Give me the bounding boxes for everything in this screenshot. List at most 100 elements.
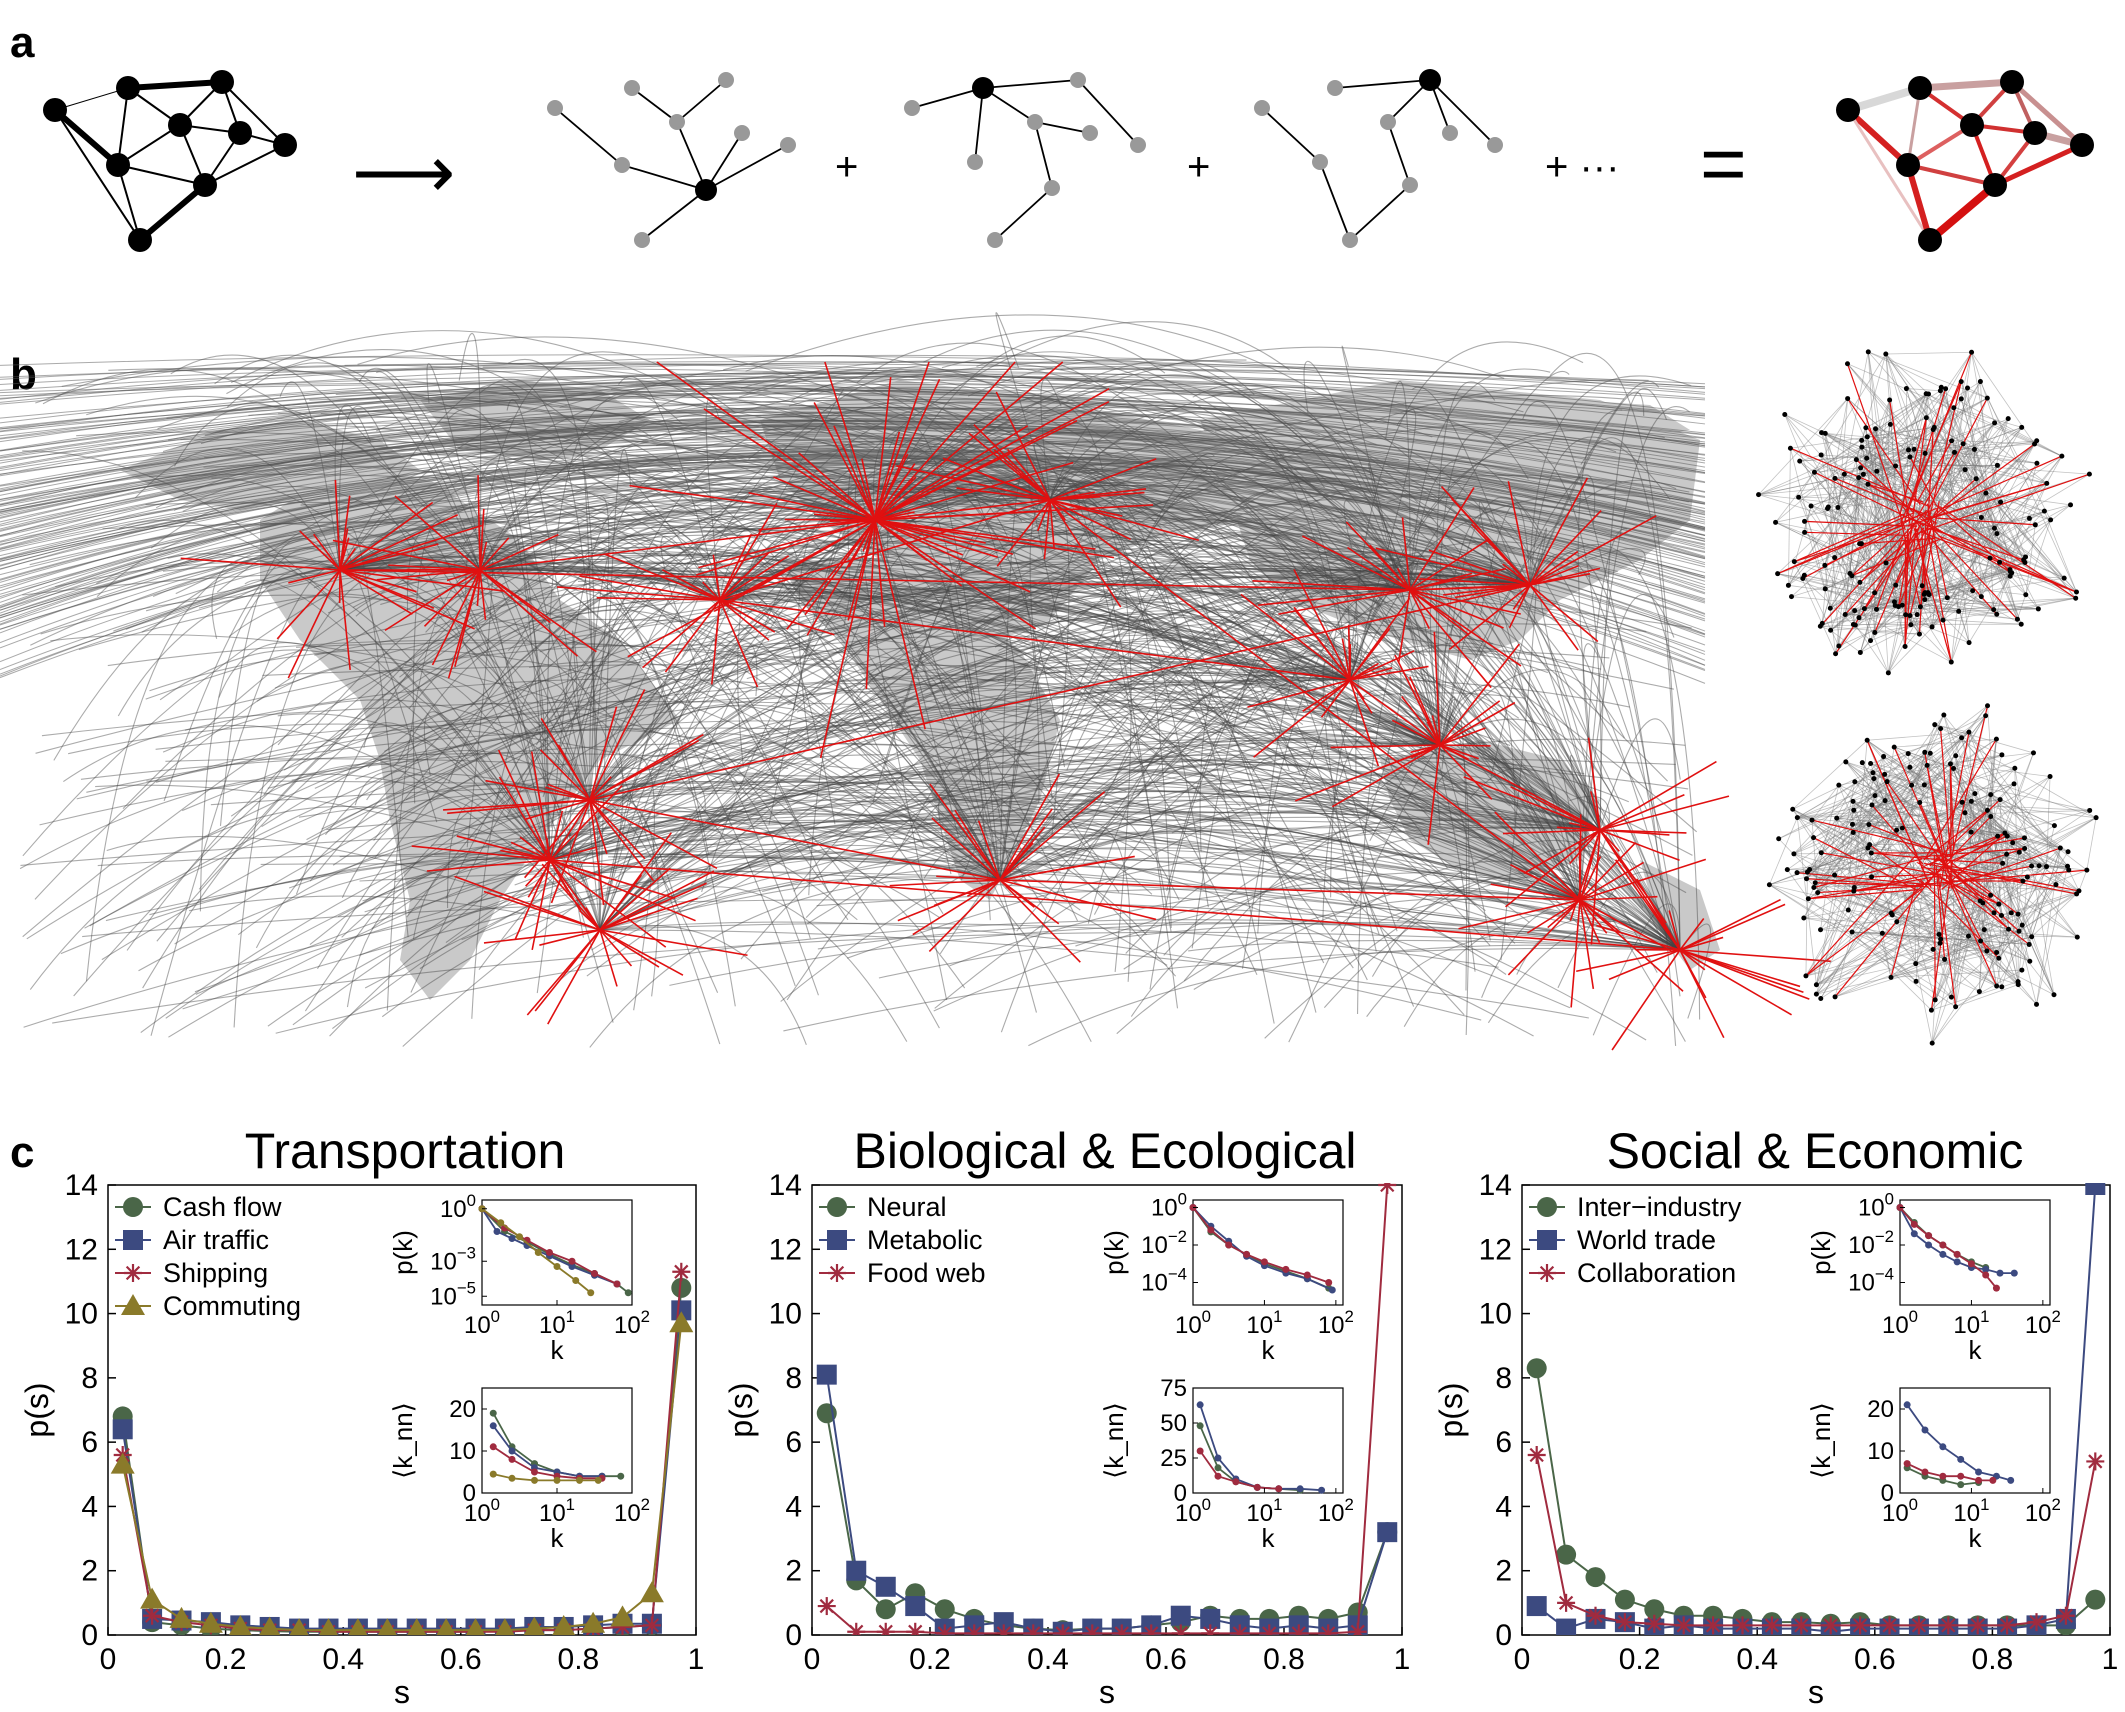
star-node [1818, 996, 1824, 1002]
star-edge-gray [1793, 752, 2034, 855]
star-edge-gray [1852, 800, 2008, 837]
map-edge-gray [941, 639, 1351, 708]
star-edge-gray [1858, 422, 1995, 618]
star-edge-gray [1758, 417, 1927, 495]
star-edge-gray [1827, 469, 1966, 509]
map-edge-arc [0, 368, 1706, 419]
y-tick-label: 14 [769, 1169, 802, 1202]
map-edge-gray [125, 505, 876, 630]
star-edge-red [1936, 870, 1957, 1007]
y-tick-label: 4 [785, 1490, 802, 1523]
inset-x-label: k [1969, 1335, 1983, 1365]
backbone-edge [525, 799, 591, 820]
star-edge-gray [1830, 483, 2047, 609]
star-node [1917, 604, 1923, 610]
tree-edge [1077, 79, 1139, 146]
star-edge-gray [1861, 762, 1981, 942]
backbone-edge [1439, 744, 1493, 800]
star-node [2022, 845, 2028, 851]
star-edge-gray [1837, 474, 1845, 508]
backbone-edge [456, 835, 551, 861]
map-edge-gray [321, 576, 1411, 830]
data-point-star [1112, 1624, 1131, 1635]
star-edge-red [1945, 873, 1998, 987]
map-edge-gray [1049, 497, 1317, 1013]
backbone-edge [1006, 448, 1051, 501]
star-node [1962, 467, 1968, 473]
map-edge-gray [261, 553, 1531, 828]
map-edge-gray [589, 704, 975, 801]
backbone-edge [549, 859, 667, 948]
map-edge-gray [292, 583, 1531, 1026]
backbone-edge [579, 575, 721, 601]
star-node [1937, 388, 1943, 394]
star-edge-gray [1836, 817, 2000, 959]
star-stroke [1000, 1626, 1011, 1635]
star-edge-gray [1784, 414, 1948, 598]
star-node [2012, 765, 2018, 771]
star-node [1868, 850, 1874, 856]
star-edge-gray [1890, 963, 1916, 978]
map-edge-gray [762, 830, 1581, 901]
star-stroke [1764, 1618, 1780, 1633]
star-edge-gray [1816, 800, 1886, 985]
star-edge-gray [1924, 393, 1927, 593]
map-edge-arc [0, 402, 1706, 500]
backbone-edge [928, 879, 1001, 952]
star-node [1871, 776, 1877, 782]
star-node [1988, 892, 1994, 898]
star-edge-red [1869, 844, 1925, 885]
map-edge-gray [149, 814, 1581, 916]
star-edge-gray [1891, 810, 1988, 916]
star-node [2074, 589, 2080, 595]
map-edge-arc [0, 389, 1706, 459]
inset-x-label: k [1262, 1335, 1276, 1365]
map-edge-gray [1252, 742, 1441, 773]
star-edge-gray [1856, 459, 2045, 512]
graph-edge [138, 182, 207, 243]
star-node [1927, 750, 1933, 756]
panel-label-c: c [10, 1128, 35, 1177]
backbone-edge [629, 484, 876, 521]
star-edge-gray [2007, 835, 2068, 867]
y-tick-label: 10 [65, 1298, 98, 1331]
backbone-edge [1596, 924, 1681, 951]
star-edge-red [1819, 509, 1928, 627]
star-stroke [971, 1626, 982, 1635]
data-point-star [1319, 1624, 1338, 1635]
star-edge-gray [1865, 427, 2077, 593]
star-stroke [880, 1624, 893, 1635]
star-node [2026, 941, 2032, 947]
star-edge-gray [1852, 931, 2078, 938]
star-node [1893, 463, 1899, 469]
star-edge-gray [1820, 454, 1952, 663]
star-edge-gray [1820, 903, 1999, 931]
map-edge-gray [479, 546, 1238, 832]
backbone-edge [956, 487, 1051, 501]
map-edge-gray [267, 674, 1351, 789]
star-edge-gray [1834, 874, 2032, 938]
star-edge-gray [1968, 935, 2019, 982]
map-edge-gray [342, 493, 876, 575]
backbone-edge [1396, 568, 1411, 591]
star-edge-gray [1908, 393, 1927, 450]
star-edge-red [1946, 871, 2000, 905]
star-node [2086, 471, 2092, 477]
star-edge-gray [1874, 795, 1936, 1001]
star-edge-red [1939, 455, 2063, 511]
star-edge-gray [1968, 794, 1992, 937]
star-edge-red [1875, 537, 1904, 610]
star-edge-gray [1830, 610, 1855, 631]
map-edge-gray [1557, 871, 1681, 989]
map-edge-gray [19, 773, 551, 870]
star-edge-gray [2014, 768, 2055, 995]
star-edge-red [1815, 882, 1920, 887]
star-edge-gray [1866, 449, 1909, 459]
star-edge-red [1915, 869, 2087, 886]
map-edge-gray [960, 659, 1581, 901]
star-stroke [2058, 1608, 2074, 1623]
star-edge-gray [1964, 469, 1998, 534]
star-node [1818, 927, 1824, 933]
star-node [2066, 867, 2072, 873]
map-edge-arc [0, 361, 1706, 385]
